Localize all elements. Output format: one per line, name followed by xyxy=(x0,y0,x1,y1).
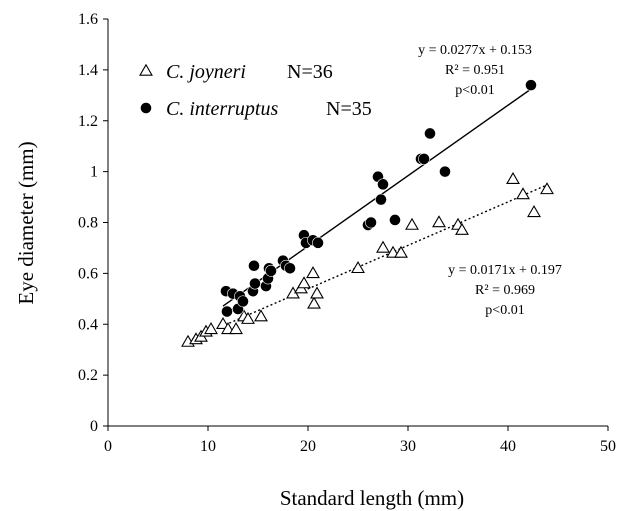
data-point xyxy=(229,322,243,335)
data-point xyxy=(265,264,277,277)
data-point xyxy=(249,277,261,290)
data-point xyxy=(540,182,554,195)
x-tick-label: 50 xyxy=(600,438,616,455)
data-point xyxy=(307,296,321,309)
data-point xyxy=(377,178,389,191)
axes: 0 10 20 30 40 50 0 0.2 0.4 0.6 0.8 1 1.2 1.4 1.6 xyxy=(78,11,616,455)
x-tick-label: 30 xyxy=(400,438,416,455)
y-tick-label: 0 xyxy=(90,418,98,435)
data-point xyxy=(310,286,324,299)
series-interruptus xyxy=(220,79,537,318)
y-tick-label: 1.4 xyxy=(78,62,98,79)
data-points xyxy=(181,79,554,347)
data-point xyxy=(254,309,268,322)
y-tick-label: 1 xyxy=(90,164,98,181)
data-point xyxy=(455,222,469,235)
data-point xyxy=(525,79,537,92)
y-tick-label: 1.6 xyxy=(78,11,98,28)
equation-joyneri-line1: y = 0.0171x + 0.197 xyxy=(448,263,562,278)
circle-icon xyxy=(140,102,152,114)
equation-joyneri: y = 0.0171x + 0.197 R² = 0.969 p<0.01 xyxy=(448,263,562,318)
equation-joyneri-line2: R² = 0.969 xyxy=(475,283,535,298)
legend-n-joyneri: N=36 xyxy=(287,61,333,83)
x-tick-label: 40 xyxy=(500,438,516,455)
data-point xyxy=(365,216,377,229)
y-tick-label: 0.4 xyxy=(78,316,98,333)
data-point xyxy=(375,193,387,206)
data-point xyxy=(376,240,390,253)
equation-interruptus-line1: y = 0.0277x + 0.153 xyxy=(418,43,532,58)
triangle-icon xyxy=(139,63,153,76)
x-axis-title: Standard length (mm) xyxy=(280,486,464,510)
data-point xyxy=(204,322,218,335)
data-point xyxy=(241,311,255,324)
data-point xyxy=(237,295,249,308)
y-axis-title: Eye diameter (mm) xyxy=(14,141,38,304)
data-point xyxy=(389,214,401,226)
legend-label-interruptus: C. interruptus xyxy=(166,98,278,120)
equation-interruptus-line3: p<0.01 xyxy=(455,83,494,98)
legend-marker-interruptus xyxy=(140,102,152,114)
series-joyneri xyxy=(181,171,554,347)
data-point xyxy=(405,217,419,230)
x-tick-label: 20 xyxy=(300,438,316,455)
data-point xyxy=(439,165,451,178)
legend-n-interruptus: N=35 xyxy=(326,98,372,120)
legend-label-joyneri: C. joyneri xyxy=(166,61,246,83)
y-tick-label: 0.2 xyxy=(78,367,98,384)
data-point xyxy=(221,305,233,318)
x-tick-label: 10 xyxy=(200,438,216,455)
x-tick-label: 0 xyxy=(104,438,112,455)
data-point xyxy=(394,245,408,258)
data-point xyxy=(351,260,365,274)
equation-interruptus-line2: R² = 0.951 xyxy=(445,63,505,78)
legend-marker-joyneri xyxy=(139,63,153,76)
data-point xyxy=(424,127,436,140)
equation-interruptus: y = 0.0277x + 0.153 R² = 0.951 p<0.01 xyxy=(418,43,532,98)
data-point xyxy=(248,259,260,272)
data-point xyxy=(432,215,446,228)
data-point xyxy=(527,205,541,218)
data-point xyxy=(312,236,324,249)
data-point xyxy=(284,262,296,275)
data-point xyxy=(297,276,311,289)
data-point xyxy=(506,171,520,185)
y-tick-label: 0.8 xyxy=(78,215,98,232)
equation-joyneri-line3: p<0.01 xyxy=(485,303,524,318)
legend: C. joyneri N=36 C. interruptus N=35 xyxy=(139,61,372,120)
data-point xyxy=(306,266,320,279)
y-tick-label: 1.2 xyxy=(78,113,98,130)
data-point xyxy=(418,153,430,165)
y-tick-label: 0.6 xyxy=(78,265,98,282)
data-point xyxy=(516,187,530,200)
